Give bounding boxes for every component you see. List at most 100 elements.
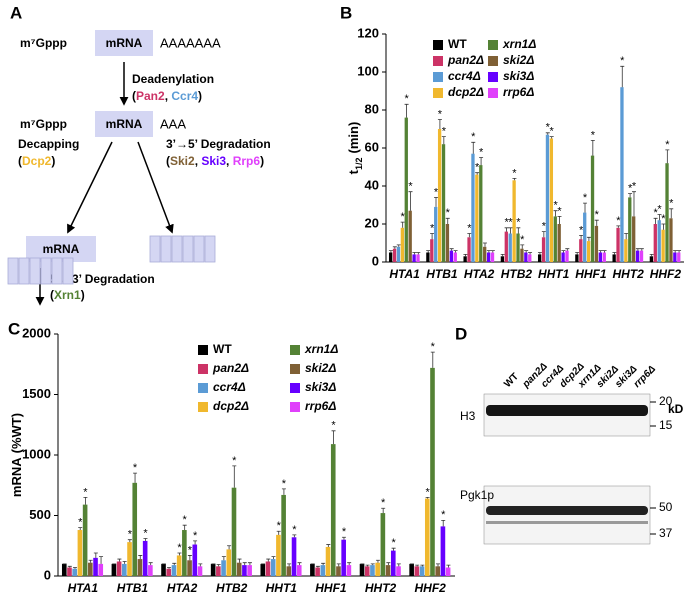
bar — [624, 239, 628, 262]
error-bar — [221, 556, 226, 561]
error-bar — [537, 252, 542, 255]
bar — [396, 246, 401, 262]
y-tick-label: 20 — [365, 215, 379, 230]
bar — [445, 567, 451, 576]
legend-label: ski3Δ — [305, 380, 336, 394]
error-bar — [520, 244, 525, 249]
error-bar — [117, 558, 122, 562]
mrna: mRNA — [106, 36, 143, 50]
error-bar — [649, 254, 654, 257]
bar — [148, 565, 153, 576]
error-bar — [266, 558, 271, 562]
legend-swatch — [488, 40, 498, 50]
bar — [545, 134, 550, 262]
error-bar — [297, 562, 302, 566]
significance: * — [188, 544, 193, 556]
significance: * — [292, 524, 297, 536]
legend-swatch — [198, 364, 208, 374]
error-bar — [549, 136, 554, 139]
error-bar — [579, 235, 584, 240]
bar — [176, 555, 182, 576]
step-enzymes: (Pan2, Ccr4) — [132, 89, 202, 103]
x-tick-label: HTA2 — [464, 267, 495, 281]
bar — [111, 563, 117, 576]
error-bar — [479, 157, 484, 166]
legend-label: WT — [448, 37, 467, 51]
legend-label: xrn1Δ — [502, 37, 536, 51]
x-tick-label: HHF1 — [575, 267, 607, 281]
error-bar — [216, 564, 221, 567]
marker-label: 37 — [659, 526, 673, 540]
bar — [390, 550, 396, 576]
error-bar — [127, 539, 132, 543]
mrna: mRNA — [43, 242, 80, 256]
error-bar — [463, 254, 468, 257]
error-bar — [381, 507, 386, 514]
error-bar — [182, 524, 187, 531]
bar — [310, 563, 315, 576]
significance: * — [143, 527, 148, 539]
bar — [265, 561, 271, 576]
bar — [242, 565, 247, 576]
bar — [440, 526, 446, 576]
bar — [166, 568, 172, 576]
error-bar — [336, 563, 341, 567]
bar — [430, 367, 435, 576]
legend-swatch — [198, 345, 208, 355]
bar — [330, 444, 336, 576]
significance: * — [475, 162, 480, 174]
bar — [504, 231, 508, 262]
error-bar — [508, 227, 513, 234]
bar — [453, 252, 457, 262]
bar — [430, 239, 434, 262]
error-bar — [242, 562, 247, 566]
panel-label: D — [455, 324, 467, 343]
bar — [270, 559, 276, 576]
bar — [88, 562, 93, 576]
bar — [137, 559, 143, 576]
error-bar — [247, 562, 252, 566]
bar — [320, 565, 326, 576]
significance: * — [520, 234, 525, 246]
bar — [364, 566, 370, 576]
error-bar — [415, 564, 420, 567]
error-bar — [598, 250, 603, 253]
blot-panel: D kD WT pan2Δccr4Δdcp2Δxrn1Δski2Δski3Δrrp… — [455, 324, 684, 545]
significance: * — [78, 517, 83, 529]
x-tick-label: HHT2 — [365, 581, 397, 595]
error-bar — [453, 250, 458, 253]
bar — [463, 256, 467, 262]
fragment — [29, 257, 41, 285]
error-bar — [631, 191, 636, 217]
step-title: 5’→3’ Degradation — [50, 272, 155, 286]
error-bar — [133, 472, 138, 483]
band — [486, 521, 648, 524]
error-bar — [639, 248, 644, 251]
legend-label: ski2Δ — [305, 361, 336, 375]
error-bar — [673, 250, 678, 253]
enzyme: Xrn1 — [54, 288, 81, 302]
error-bar — [471, 141, 476, 154]
bar — [471, 153, 475, 262]
legend-label: rrp6Δ — [503, 85, 534, 99]
error-bar — [386, 562, 391, 566]
y-tick-label: 1500 — [22, 386, 51, 401]
error-bar — [446, 564, 451, 568]
error-bar — [198, 563, 203, 567]
bar — [260, 563, 266, 576]
error-bar — [341, 536, 346, 540]
bar — [380, 513, 386, 576]
error-bar — [177, 552, 182, 556]
error-bar — [653, 217, 658, 224]
error-bar — [590, 140, 595, 156]
enzyme: Ski2 — [170, 154, 195, 168]
error-bar — [545, 132, 550, 135]
enzyme: Dcp2 — [22, 154, 52, 168]
significance: * — [282, 478, 287, 490]
error-bar — [404, 103, 409, 118]
significance: * — [442, 126, 447, 138]
tail: AAA — [160, 116, 186, 131]
error-bar — [172, 562, 177, 566]
bar — [594, 225, 599, 262]
bar — [404, 117, 408, 262]
